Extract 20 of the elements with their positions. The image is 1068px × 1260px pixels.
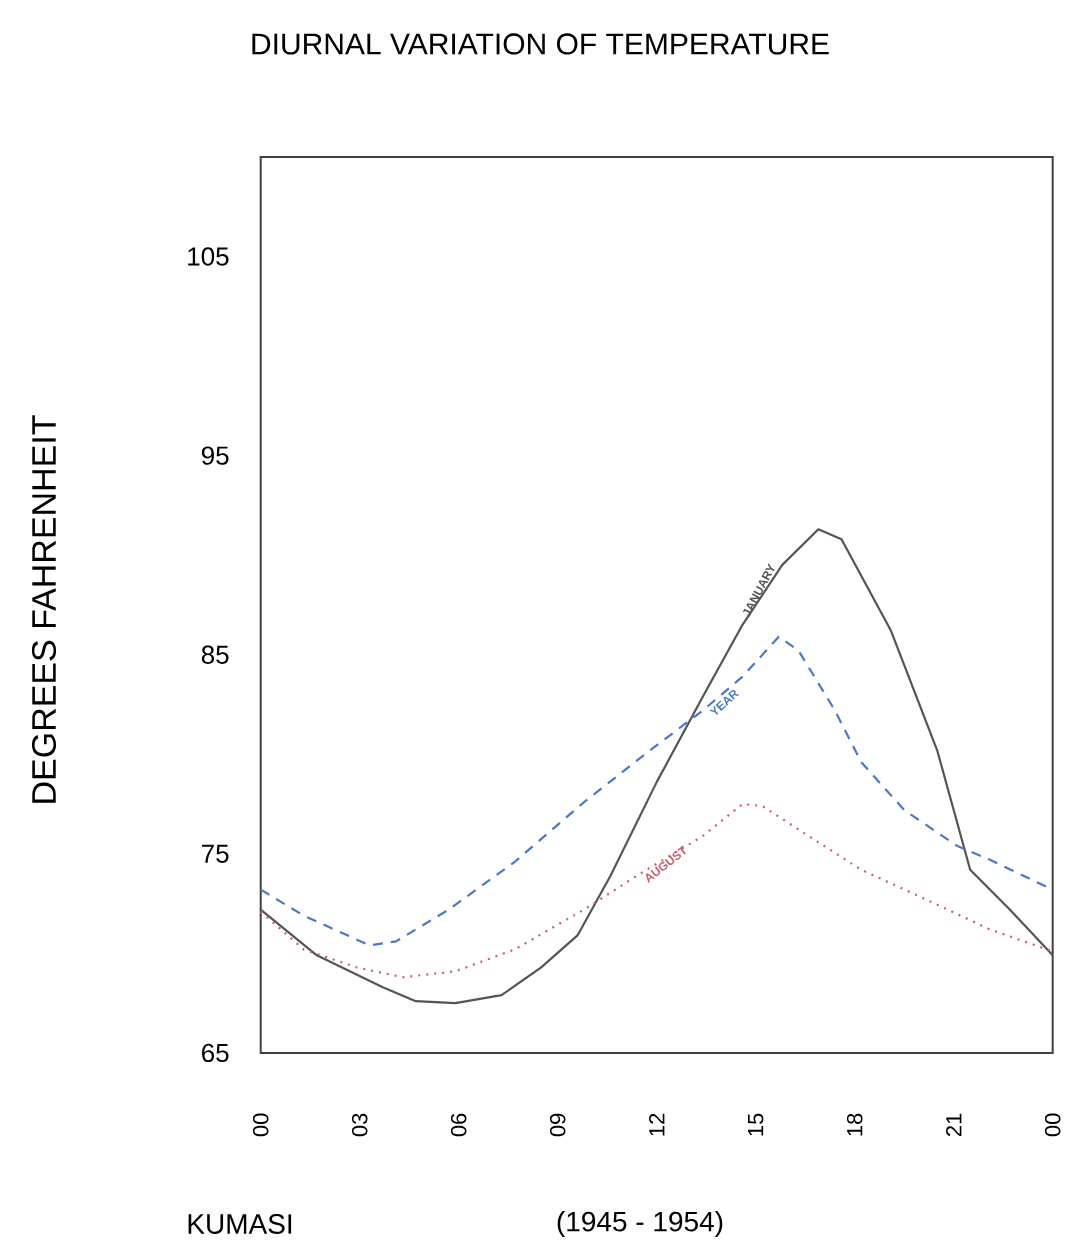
x-tick-label: 09 xyxy=(550,1113,566,1137)
text: (1945 - 1954) xyxy=(558,1210,723,1238)
x-tick-label: 18 xyxy=(847,1113,863,1136)
y-tick-label: 65 xyxy=(202,1043,229,1063)
text: KUMASI xyxy=(189,1214,292,1234)
x-tick-label: 12 xyxy=(649,1113,665,1136)
y-axis-title: DEGREES FAHRENHEIT xyxy=(32,415,57,803)
y-tick-label: 105 xyxy=(188,247,229,266)
x-tick-label: 15 xyxy=(748,1113,764,1136)
y-tick-label: 95 xyxy=(202,446,229,465)
x-tick-label: 00 xyxy=(1045,1113,1061,1137)
line-series xyxy=(260,528,1055,1005)
x-tick-label: 03 xyxy=(352,1113,368,1137)
y-tick-label: 75 xyxy=(202,844,229,863)
x-tick-label: 00 xyxy=(253,1113,269,1137)
x-tick-label: 06 xyxy=(451,1113,467,1137)
y-tick-label: 85 xyxy=(202,645,229,664)
x-tick-label: 21 xyxy=(946,1113,962,1137)
line-series xyxy=(260,802,1055,979)
chart-title: DIURNAL VARIATION OF TEMPERATURE xyxy=(252,33,830,55)
